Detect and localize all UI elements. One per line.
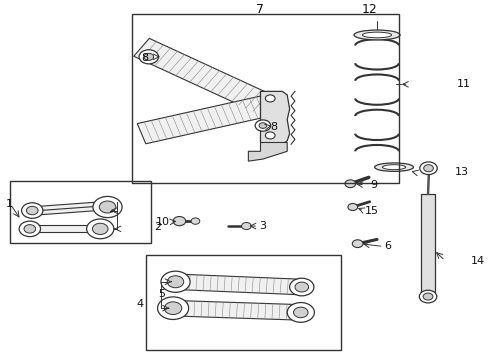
Circle shape (173, 216, 185, 226)
Circle shape (255, 120, 270, 131)
Circle shape (265, 132, 275, 139)
Bar (146, 255, 340, 351)
Circle shape (265, 95, 275, 102)
Circle shape (167, 276, 183, 288)
Circle shape (143, 53, 153, 60)
Circle shape (423, 165, 432, 172)
Polygon shape (137, 95, 271, 144)
Circle shape (294, 282, 308, 292)
Circle shape (419, 162, 436, 175)
Text: 8: 8 (270, 122, 277, 132)
Circle shape (26, 206, 38, 215)
Text: 3: 3 (259, 221, 265, 231)
Text: 6: 6 (384, 242, 390, 252)
Polygon shape (260, 91, 289, 144)
Circle shape (293, 307, 307, 318)
Bar (10, 181, 151, 243)
Circle shape (24, 225, 36, 233)
Circle shape (161, 271, 190, 292)
Text: 11: 11 (456, 79, 470, 89)
Text: 8: 8 (142, 53, 148, 63)
Circle shape (19, 221, 41, 237)
Circle shape (86, 219, 114, 239)
Text: 7: 7 (256, 3, 264, 15)
Circle shape (422, 293, 432, 300)
Text: 2: 2 (153, 222, 161, 232)
Circle shape (259, 123, 266, 129)
Polygon shape (27, 225, 98, 233)
Circle shape (93, 197, 122, 217)
Text: 12: 12 (361, 3, 377, 15)
Circle shape (347, 203, 357, 211)
Circle shape (289, 278, 313, 296)
Ellipse shape (353, 30, 399, 40)
Circle shape (92, 223, 108, 234)
Polygon shape (29, 202, 103, 215)
Circle shape (21, 203, 43, 218)
Circle shape (157, 297, 188, 319)
Bar (420, 194, 434, 292)
Ellipse shape (382, 165, 405, 170)
Circle shape (345, 180, 355, 188)
Circle shape (164, 302, 182, 315)
Text: 1: 1 (5, 199, 13, 209)
Ellipse shape (362, 32, 391, 38)
Polygon shape (172, 301, 301, 320)
Text: 13: 13 (454, 167, 468, 177)
Circle shape (241, 222, 251, 230)
Circle shape (99, 201, 116, 213)
Text: 10: 10 (155, 217, 169, 227)
Polygon shape (133, 39, 275, 114)
Ellipse shape (374, 163, 413, 171)
Text: 15: 15 (364, 206, 378, 216)
Text: 9: 9 (369, 180, 376, 190)
Text: 14: 14 (470, 256, 484, 266)
Text: 4: 4 (137, 298, 143, 309)
Circle shape (418, 290, 436, 303)
Circle shape (351, 240, 362, 248)
Circle shape (286, 302, 314, 322)
Polygon shape (175, 274, 302, 295)
Text: 5: 5 (158, 289, 165, 299)
Circle shape (139, 50, 158, 64)
Circle shape (191, 218, 200, 224)
Bar (132, 14, 398, 183)
Polygon shape (248, 143, 286, 161)
